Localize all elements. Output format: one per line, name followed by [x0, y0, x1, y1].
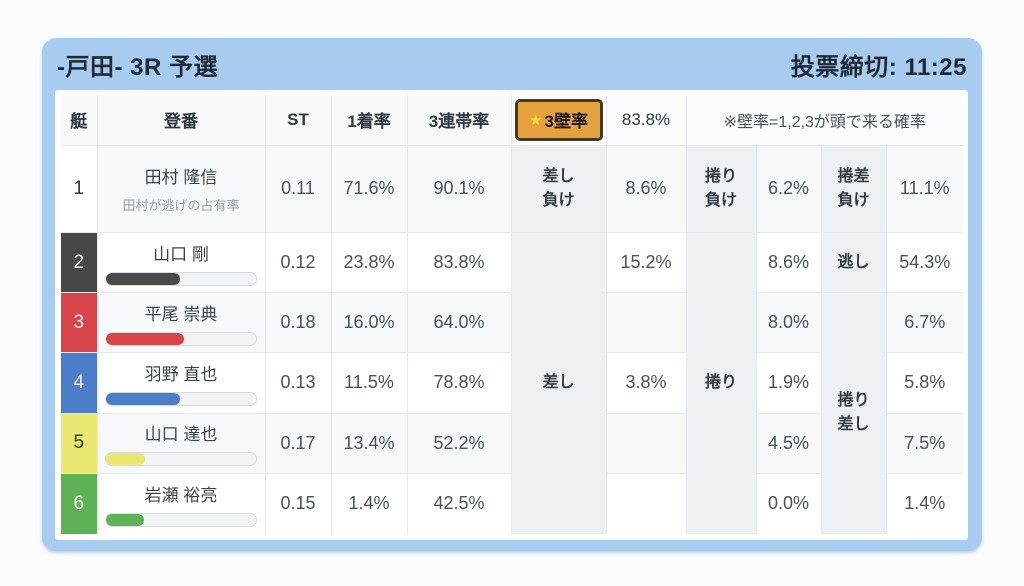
racer-name: 田村 隆信: [144, 168, 218, 188]
kimarite-value: 8.6%: [605, 144, 687, 233]
kimarite-label-nigashi: 逃し: [820, 231, 887, 294]
first-rate-value: 13.4%: [330, 412, 408, 474]
star-icon: ★: [529, 111, 543, 129]
racer-row-2: 2 山口 剛 0.12 23.8% 83.8% 差し 15.2% 捲り 8.6%…: [61, 231, 964, 535]
st-value: 0.15: [264, 472, 332, 534]
top3-rate-value: 83.8%: [406, 231, 512, 294]
racer-row-1: 1 田村 隆信 田村が逃げの占有率 0.11 71.6% 90.1% 差し 負け…: [61, 144, 964, 233]
top3-rate-value: 52.2%: [406, 412, 512, 474]
col-header-top3-rate: 3連帯率: [406, 95, 512, 146]
boat-number-5: 5: [61, 412, 98, 474]
kimarite-label-sashi: 差し: [510, 231, 607, 535]
racer-cell-2: 山口 剛: [96, 231, 266, 294]
kimarite-value: [605, 412, 687, 474]
boat-number-6: 6: [61, 472, 98, 534]
top3-rate-value: 78.8%: [406, 352, 512, 414]
share-bar-fill: [106, 453, 145, 466]
share-bar: [105, 271, 257, 286]
first-rate-value: 71.6%: [330, 144, 408, 233]
kimarite-value: 1.9%: [755, 352, 822, 414]
kimarite-value: 0.0%: [755, 472, 822, 534]
top3-rate-value: 64.0%: [406, 292, 512, 354]
racer-cell-1: 田村 隆信 田村が逃げの占有率: [96, 144, 266, 233]
kimarite-label-makuri: 捲り: [685, 231, 757, 535]
kimarite-label-makurizashi-make: 捲差 負け: [820, 144, 887, 233]
first-rate-value: 11.5%: [330, 352, 408, 414]
top3-rate-value: 42.5%: [406, 472, 512, 534]
kimarite-label-makuri-make: 捲り 負け: [685, 144, 757, 233]
racer-name: 山口 達也: [144, 425, 218, 445]
boat-number-4: 4: [61, 352, 98, 414]
kimarite-value: 8.0%: [755, 292, 822, 354]
st-value: 0.18: [264, 292, 332, 354]
racer-subnote: 田村が逃げの占有率: [122, 198, 240, 214]
first-rate-value: 23.8%: [330, 231, 408, 294]
share-bar-fill: [106, 513, 144, 526]
kimarite-value: 15.2%: [605, 231, 687, 294]
kimarite-value: [605, 472, 687, 534]
share-bar: [105, 452, 257, 467]
racer-row-3: 3 平尾 崇典 0.18 16.0% 64.0% 8.0% 捲り 差し 6.7%: [61, 292, 964, 534]
racer-row-5: 5 山口 達也 0.17 13.4% 52.2% 4.5% 7.5%: [61, 412, 964, 474]
share-bar: [105, 331, 257, 346]
racer-cell-4: 羽野 直也: [96, 352, 266, 414]
wall-rate-note: ※壁率=1,2,3が頭で来る確率: [685, 95, 964, 146]
st-value: 0.17: [264, 412, 332, 474]
wall-rate-header-cell: ★ 3壁率: [510, 95, 607, 146]
kimarite-value: 4.5%: [755, 412, 822, 474]
kimarite-value: 7.5%: [885, 412, 964, 474]
vote-deadline: 投票締切: 11:25: [790, 53, 967, 81]
racer-cell-3: 平尾 崇典: [96, 292, 266, 354]
racer-cell-5: 山口 達也: [96, 412, 266, 474]
first-rate-value: 16.0%: [330, 292, 408, 354]
share-bar: [105, 391, 257, 406]
col-header-first-rate: 1着率: [330, 95, 408, 146]
racer-row-6: 6 岩瀬 裕亮 0.15 1.4% 42.5% 0.0% 1.4%: [61, 472, 964, 534]
col-header-racer: 登番: [96, 95, 266, 146]
kimarite-value: 54.3%: [885, 231, 964, 294]
racer-name: 岩瀬 裕亮: [144, 485, 218, 505]
st-value: 0.11: [264, 144, 332, 233]
share-bar: [105, 512, 257, 527]
share-bar-fill: [106, 272, 180, 285]
kimarite-value: 5.8%: [885, 352, 964, 414]
share-bar-fill: [106, 332, 184, 345]
share-bar-fill: [106, 392, 180, 405]
racer-cell-6: 岩瀬 裕亮: [96, 472, 266, 534]
boat-number-3: 3: [61, 292, 98, 354]
col-header-st: ST: [264, 95, 332, 146]
kimarite-value: 6.2%: [755, 144, 822, 233]
kimarite-value: 1.4%: [885, 472, 964, 534]
kimarite-value: 8.6%: [755, 231, 822, 294]
wall-rate-button[interactable]: ★ 3壁率: [514, 98, 603, 141]
boat-number-1: 1: [61, 144, 98, 233]
boat-number-2: 2: [61, 231, 98, 294]
race-header-band: -戸田- 3R 予選 投票締切: 11:25: [42, 38, 982, 90]
wall-rate-label: 3壁率: [544, 112, 588, 132]
kimarite-value: 11.1%: [885, 144, 964, 233]
table-header-row: 艇 登番 ST 1着率 3連帯率 ★ 3壁率 83.8% ※壁率=1,2,3が頭…: [61, 95, 964, 146]
kimarite-value: 3.8%: [605, 352, 687, 414]
kimarite-value: 6.7%: [885, 292, 964, 354]
stats-panel: 艇 登番 ST 1着率 3連帯率 ★ 3壁率 83.8% ※壁率=1,2,3が頭…: [55, 90, 968, 540]
top3-rate-value: 90.1%: [406, 144, 512, 233]
race-stats-table: 艇 登番 ST 1着率 3連帯率 ★ 3壁率 83.8% ※壁率=1,2,3が頭…: [61, 95, 964, 535]
st-value: 0.12: [264, 231, 332, 294]
race-title: -戸田- 3R 予選: [57, 53, 218, 81]
col-header-boat: 艇: [61, 95, 98, 146]
racer-name: 平尾 崇典: [144, 304, 218, 324]
racer-name: 山口 剛: [153, 244, 209, 264]
st-value: 0.13: [264, 352, 332, 414]
race-card: -戸田- 3R 予選 投票締切: 11:25 艇 登番 ST 1着率 3連帯率 …: [42, 38, 982, 551]
kimarite-label-sashi-make: 差し 負け: [510, 144, 607, 233]
racer-name: 羽野 直也: [144, 364, 218, 384]
racer-row-4: 4 羽野 直也 0.13 11.5% 78.8% 3.8% 1.9% 5.8%: [61, 352, 964, 414]
kimarite-label-makurizashi: 捲り 差し: [820, 292, 887, 534]
first-rate-value: 1.4%: [330, 472, 408, 534]
wall-rate-value: 83.8%: [605, 95, 687, 146]
kimarite-value: [605, 292, 687, 354]
